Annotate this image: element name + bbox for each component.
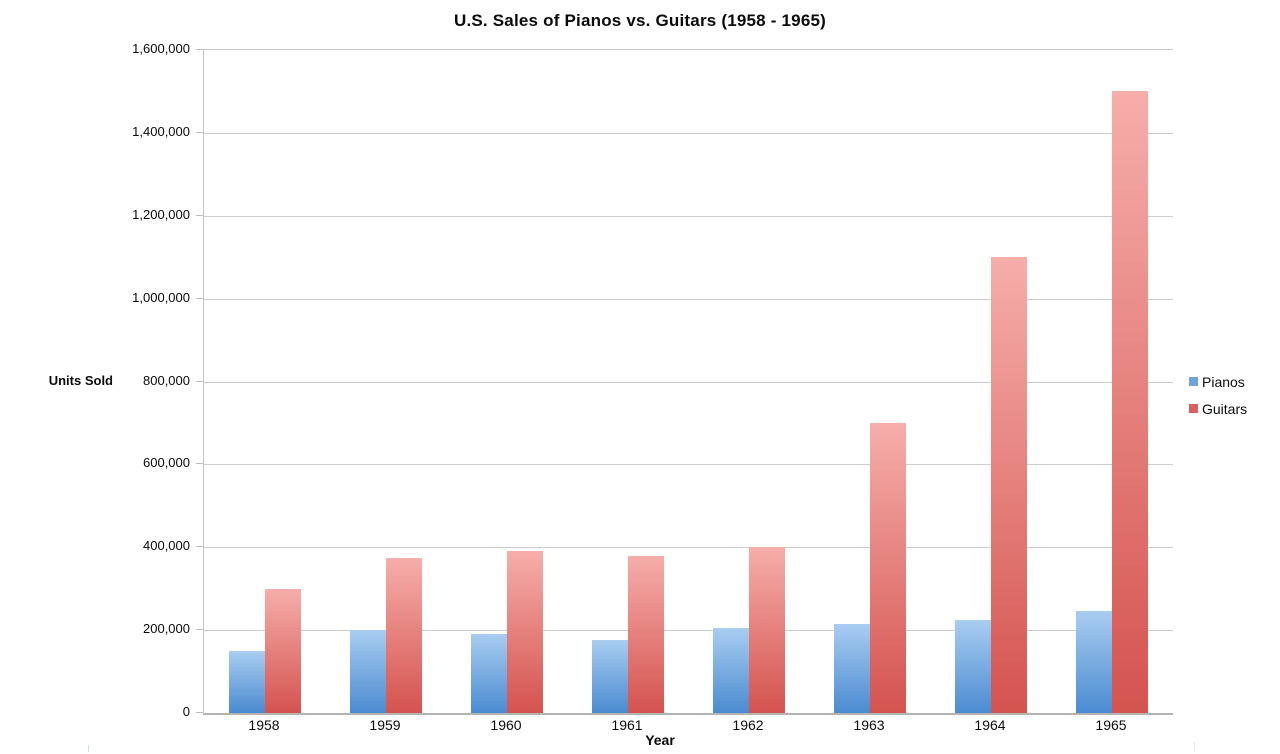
plot-area — [203, 49, 1173, 715]
y-tick-label: 1,200,000 — [132, 207, 190, 222]
y-tick-label: 400,000 — [143, 538, 190, 553]
x-tick-label-1962: 1962 — [732, 717, 764, 733]
y-axis-title: Units Sold — [48, 373, 113, 388]
y-tick-mark — [196, 546, 203, 547]
legend-swatch-guitars — [1189, 404, 1198, 413]
gridline-400,000 — [204, 547, 1173, 548]
bar-pianos-1959 — [350, 630, 386, 713]
y-tick-mark — [196, 132, 203, 133]
bar-pianos-1958 — [229, 651, 265, 713]
gridline-1,400,000 — [204, 133, 1173, 134]
x-tick-label-1959: 1959 — [369, 717, 401, 733]
legend-label: Guitars — [1202, 400, 1248, 417]
x-tick-label-1961: 1961 — [611, 717, 643, 733]
bar-guitars-1962 — [749, 547, 785, 713]
y-tick-mark — [196, 463, 203, 464]
x-tick-label-1963: 1963 — [853, 717, 885, 733]
bar-guitars-1963 — [870, 423, 906, 713]
y-tick-label: 1,600,000 — [132, 41, 190, 56]
y-tick-label: 1,400,000 — [132, 124, 190, 139]
bar-pianos-1961 — [592, 640, 628, 713]
y-tick-mark — [196, 712, 203, 713]
y-tick-label: 600,000 — [143, 455, 190, 470]
legend-swatch-pianos — [1189, 377, 1198, 386]
bar-guitars-1959 — [386, 558, 422, 713]
x-tick-label-1960: 1960 — [490, 717, 522, 733]
y-tick-label: 1,000,000 — [132, 290, 190, 305]
y-tick-mark — [196, 298, 203, 299]
bar-pianos-1960 — [471, 634, 507, 713]
bar-guitars-1965 — [1112, 91, 1148, 713]
gridline-1,000,000 — [204, 299, 1173, 300]
legend: Pianos Guitars — [1189, 373, 1247, 427]
screen-artifact-left — [88, 745, 89, 752]
bar-pianos-1964 — [955, 620, 991, 713]
bar-guitars-1960 — [507, 551, 543, 713]
y-tick-label: 0 — [182, 704, 190, 719]
bar-guitars-1961 — [628, 556, 664, 713]
legend-item-pianos: Pianos — [1189, 373, 1247, 390]
bar-pianos-1965 — [1076, 611, 1112, 713]
x-axis-title: Year — [645, 732, 675, 748]
y-tick-mark — [196, 215, 203, 216]
bar-guitars-1964 — [991, 257, 1027, 713]
y-tick-mark — [196, 49, 203, 50]
chart-title: U.S. Sales of Pianos vs. Guitars (1958 -… — [453, 11, 827, 30]
gridline-600,000 — [204, 464, 1173, 465]
x-tick-label-1958: 1958 — [248, 717, 280, 733]
gridline-800,000 — [204, 382, 1173, 383]
y-tick-label: 800,000 — [143, 373, 190, 388]
bar-pianos-1962 — [713, 628, 749, 713]
screen-artifact-right — [1194, 742, 1195, 751]
legend-item-guitars: Guitars — [1189, 400, 1247, 417]
gridline-1,200,000 — [204, 216, 1173, 217]
bar-pianos-1963 — [834, 624, 870, 713]
y-tick-label: 200,000 — [143, 621, 190, 636]
bar-guitars-1958 — [265, 589, 301, 713]
x-tick-label-1965: 1965 — [1095, 717, 1127, 733]
y-tick-mark — [196, 629, 203, 630]
gridline-200,000 — [204, 630, 1173, 631]
legend-label: Pianos — [1202, 373, 1245, 390]
y-tick-mark — [196, 381, 203, 382]
x-tick-label-1964: 1964 — [974, 717, 1006, 733]
